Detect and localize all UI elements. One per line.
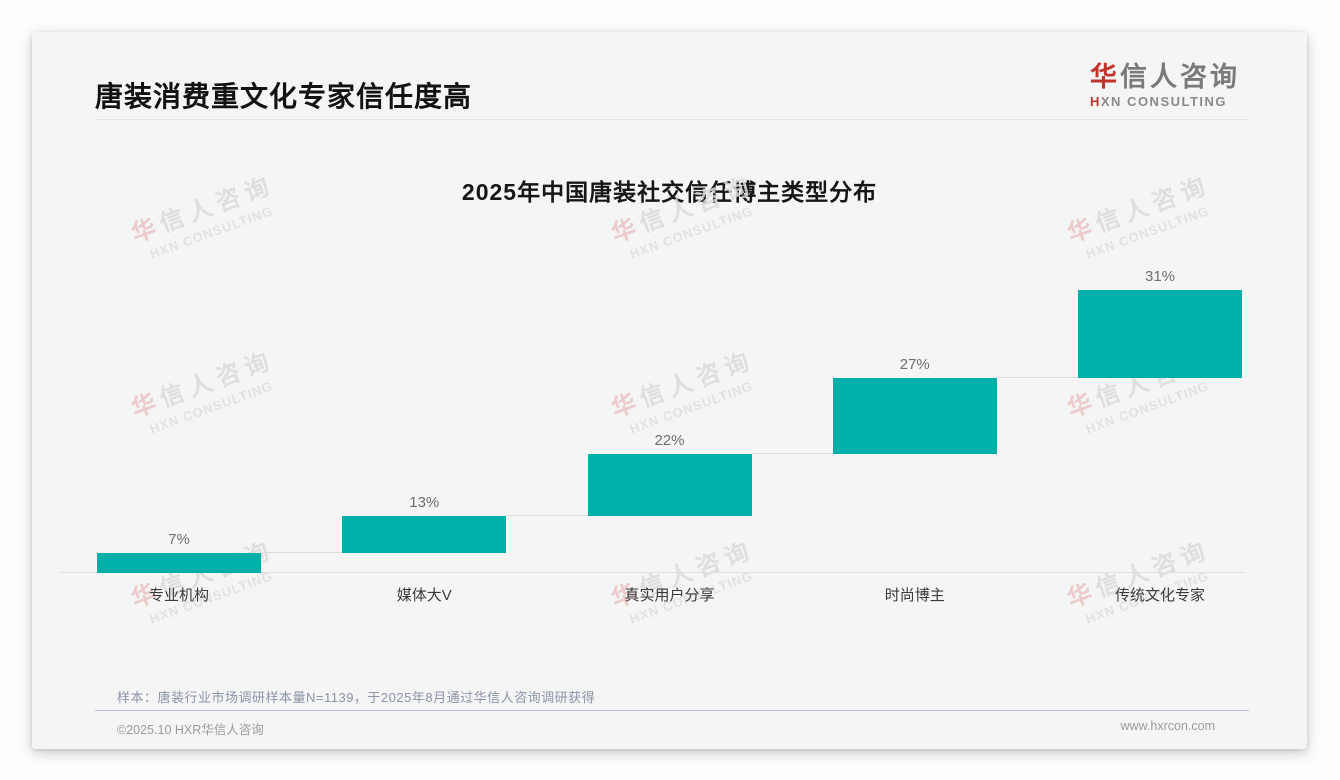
header-divider xyxy=(95,119,1249,120)
logo-cn-first-char: 华 xyxy=(1090,62,1120,92)
chart-bar xyxy=(1078,290,1242,378)
bar-value-label: 27% xyxy=(899,355,930,373)
page-title: 唐装消费重文化专家信任度高 xyxy=(95,81,473,112)
connector-line xyxy=(506,515,588,517)
website-url: www.hxrcon.com xyxy=(1120,719,1215,733)
bar-value-label: 13% xyxy=(409,494,440,512)
bar-value-label: 31% xyxy=(1144,268,1176,285)
copyright-text: ©2025.10 HXR华信人咨询 xyxy=(117,723,264,737)
footer-divider xyxy=(95,710,1249,711)
connector-line xyxy=(751,453,833,455)
logo-en-first-char: H xyxy=(1090,94,1101,109)
connector-line xyxy=(261,552,343,554)
chart-plot: 7% 专业机构 13% 媒体大V 22% 真实用户分享 27% 时尚博主 31% 传统文化专家 xyxy=(60,268,1245,604)
x-axis-line xyxy=(60,572,1245,573)
connector-line xyxy=(996,376,1078,378)
bar-value-label: 22% xyxy=(654,432,685,450)
chart-bar xyxy=(832,377,997,455)
category-label: 传统文化专家 xyxy=(1114,587,1205,604)
logo-chinese-text: 华信人咨询 xyxy=(1090,60,1240,94)
bar-value-label: 7% xyxy=(168,531,190,549)
category-label: 真实用户分享 xyxy=(624,587,715,604)
chart-bar xyxy=(342,516,507,554)
chart-bar xyxy=(587,454,752,517)
logo-cn-rest: 信人咨询 xyxy=(1120,62,1240,92)
chart-title: 2025年中国唐装社交信任博主类型分布 xyxy=(461,179,878,205)
company-logo: 华信人咨询 HXN CONSULTING xyxy=(1090,60,1240,109)
logo-en-rest: XN CONSULTING xyxy=(1100,94,1228,109)
category-label: 时尚博主 xyxy=(884,587,945,604)
category-label: 专业机构 xyxy=(148,587,209,604)
category-label: 媒体大V xyxy=(396,587,452,604)
chart-bar xyxy=(97,553,261,573)
logo-english-text: HXN CONSULTING xyxy=(1090,94,1240,109)
slide-card: 唐装消费重文化专家信任度高 华信人咨询 HXN CONSULTING 华信人咨询… xyxy=(32,32,1307,749)
sample-note: 样本：唐装行业市场调研样本量N=1139，于2025年8月通过华信人咨询调研获得 xyxy=(117,690,596,705)
footer: ©2025.10 HXR华信人咨询 www.hxrcon.com xyxy=(117,719,1215,738)
